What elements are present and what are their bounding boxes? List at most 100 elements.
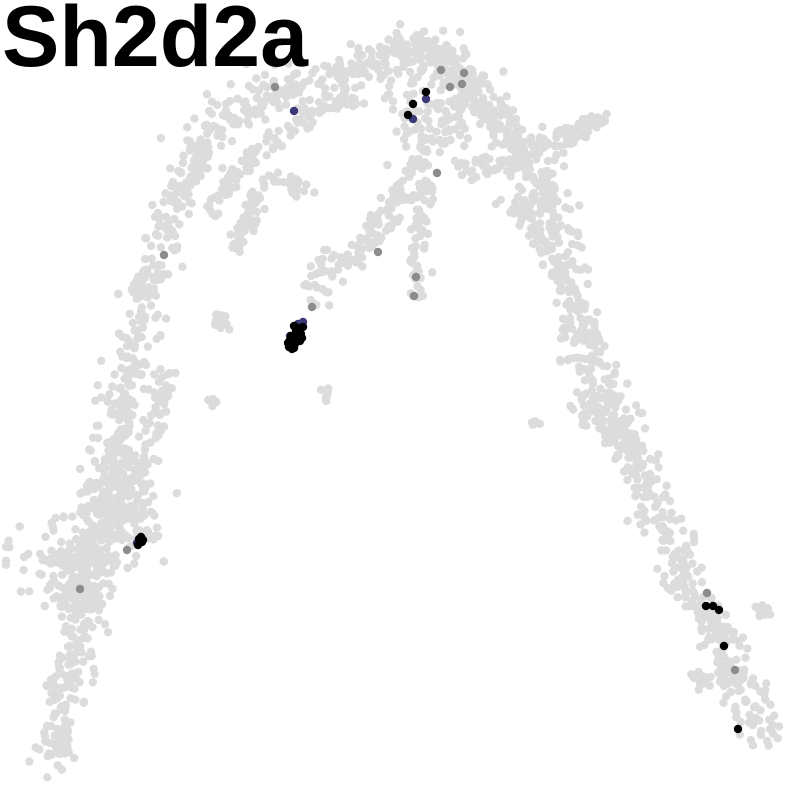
cell-point [587,112,596,121]
cell-point [311,64,320,74]
cell-point [117,500,127,509]
cell-point [721,610,730,620]
cell-point [165,191,175,200]
cell-point [420,179,429,188]
cell-point [93,381,102,390]
cell-point [467,65,477,75]
expressing-cell-point [307,302,317,312]
cell-point [216,314,225,324]
cell-point [144,289,153,299]
cell-point [88,678,98,687]
cell-point [392,198,402,207]
cell-point [632,401,641,410]
cell-point [408,259,417,268]
cell-point [402,142,411,151]
cell-point [621,405,631,414]
cell-point [423,229,433,239]
cell-point [338,66,347,75]
cell-point [530,190,539,199]
cell-point [175,220,184,229]
cell-point [552,129,561,138]
cell-point [327,254,336,263]
cell-point [609,379,618,389]
cell-point [441,127,450,137]
cell-point [172,488,182,498]
cell-point [76,508,85,517]
cell-point [139,384,149,394]
cell-point [104,520,114,530]
cell-point [465,93,474,103]
cell-point [97,599,107,608]
cell-point [613,450,622,459]
cell-point [347,240,356,250]
cell-point [45,738,54,747]
cell-point [395,20,405,29]
cell-point [745,710,754,719]
cell-point [166,164,175,173]
cell-point [372,219,381,228]
cell-point [335,59,345,69]
cell-point [358,68,367,78]
cell-point [410,125,419,134]
cell-point [284,59,293,68]
cell-point [449,69,458,78]
cell-point [106,409,116,419]
cell-point [327,270,337,280]
cell-point [732,713,741,722]
cell-point [140,468,150,477]
cell-point [508,205,517,215]
cell-point [134,432,144,441]
cell-point [563,189,572,198]
cell-point [123,563,132,573]
expressing-cell-point [122,545,132,555]
cell-point [85,545,95,554]
cell-point [738,633,748,642]
cell-point [397,48,406,57]
cell-point [621,420,631,429]
cell-point [172,244,182,254]
cell-point [162,233,172,242]
cell-point [612,360,621,370]
cell-point [325,68,335,77]
cell-point [553,276,562,286]
cell-point [248,85,258,94]
cell-point [131,363,140,373]
cell-point [52,558,61,567]
cell-point [598,361,608,370]
cell-point [460,99,470,109]
cell-point [551,141,560,151]
cell-point [423,107,432,116]
cell-point [86,570,95,580]
cell-point [269,142,278,152]
cell-point [555,286,564,295]
cell-point [239,222,248,231]
cell-point [657,546,666,555]
cell-point [561,333,570,342]
expressing-cell-point [730,665,740,675]
cell-point [561,139,571,149]
cell-point [578,420,587,429]
cell-point [1,542,11,552]
cell-point [592,308,602,317]
cell-point [559,148,568,157]
cell-point [383,204,392,214]
cell-point [567,239,577,249]
cell-point [613,392,623,401]
cell-point [162,407,171,416]
cell-point [77,610,86,619]
cell-point [623,379,632,388]
cell-point [574,119,583,129]
cell-point [353,243,363,252]
cell-point [156,365,165,374]
cell-point [428,137,438,146]
cell-point [409,89,418,99]
cell-point [580,304,589,314]
cell-point [688,579,697,588]
cell-point [76,625,85,634]
cell-point [249,226,258,236]
cell-point [565,296,574,306]
cell-point [183,123,192,132]
cell-point [83,579,92,588]
cell-point [47,721,56,731]
cell-point [132,279,141,289]
